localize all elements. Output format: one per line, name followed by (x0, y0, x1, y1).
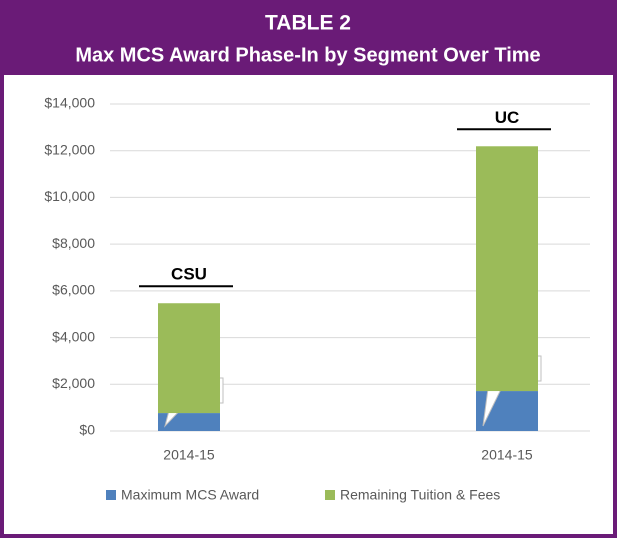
y-tick-label: $6,000 (52, 282, 95, 298)
chart-title: TABLE 2 (265, 12, 351, 35)
y-tick-label: $14,000 (44, 95, 95, 111)
y-tick-label: $4,000 (52, 328, 95, 344)
header (2, 2, 615, 75)
legend-swatch (106, 490, 116, 500)
y-tick-label: $8,000 (52, 235, 95, 251)
bar-segment (476, 146, 538, 392)
y-tick-label: $10,000 (44, 188, 95, 204)
legend-label: Remaining Tuition & Fees (340, 487, 500, 503)
bar-segment (158, 303, 220, 414)
y-tick-label: $2,000 (52, 375, 95, 391)
legend-swatch (325, 490, 335, 500)
x-tick-label: 2014-15 (481, 447, 533, 463)
x-tick-label: 2014-15 (163, 447, 215, 463)
y-tick-label: $12,000 (44, 141, 95, 157)
group-label: CSU (171, 265, 207, 284)
legend-label: Maximum MCS Award (121, 487, 259, 503)
group-label: UC (495, 108, 520, 127)
y-tick-label: $0 (79, 422, 95, 438)
chart-subtitle: Max MCS Award Phase-In by Segment Over T… (75, 44, 540, 66)
